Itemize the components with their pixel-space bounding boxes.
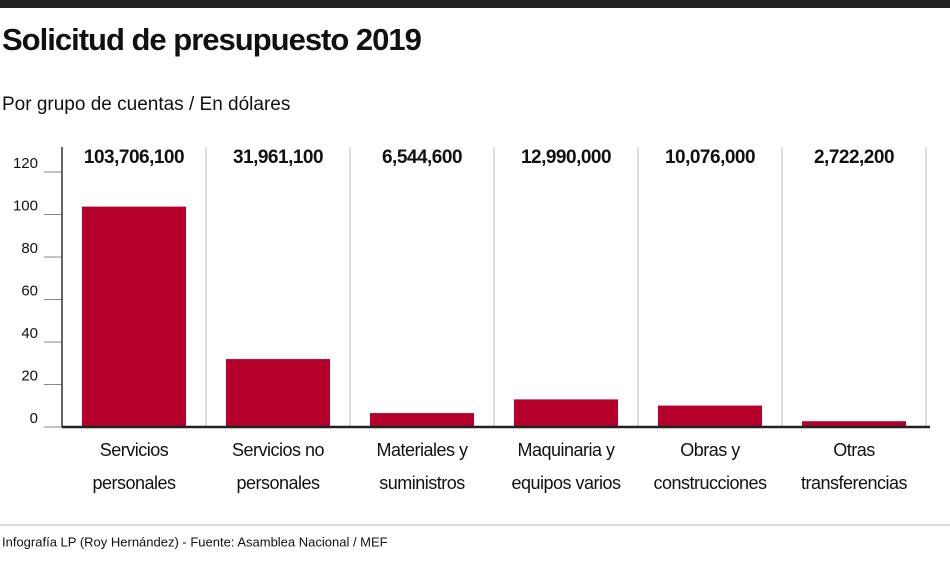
value-label: 12,990,000 [521, 147, 611, 168]
y-tick-label: 60 [21, 282, 38, 299]
x-tick-label: Obras y construcciones [653, 440, 767, 493]
y-tick-label: 40 [21, 325, 38, 342]
value-label: 6,544,600 [382, 147, 462, 168]
bar [658, 405, 762, 427]
x-tick-label: Otras transferencias [800, 440, 908, 493]
x-tick-label: Servicios no personales [231, 440, 325, 493]
x-tick-label: Maquinaria y equipos varios [511, 440, 621, 493]
source: Infografía LP (Roy Hernández) - Fuente: … [2, 534, 388, 549]
y-tick-label: 20 [21, 367, 38, 384]
value-label: 10,076,000 [665, 147, 755, 168]
y-tick-label: 120 [13, 155, 38, 172]
bar [802, 421, 906, 427]
y-tick-label: 80 [21, 240, 38, 257]
bar [82, 206, 186, 427]
value-label: 103,706,100 [84, 147, 184, 168]
value-label: 31,961,100 [233, 147, 323, 168]
top-bar [0, 0, 950, 8]
bar [514, 399, 618, 427]
x-tick-label: Servicios personales [92, 440, 176, 493]
chart-title: Solicitud de presupuesto 2019 [2, 22, 422, 57]
x-tick-label: Materiales y suministros [376, 440, 468, 493]
value-label: 2,722,200 [814, 147, 894, 168]
chart-subtitle: Por grupo de cuentas / En dólares [2, 94, 290, 115]
bar [370, 413, 474, 427]
bar [226, 359, 330, 427]
y-tick-label: 0 [30, 410, 38, 427]
y-tick-label: 100 [13, 197, 38, 214]
